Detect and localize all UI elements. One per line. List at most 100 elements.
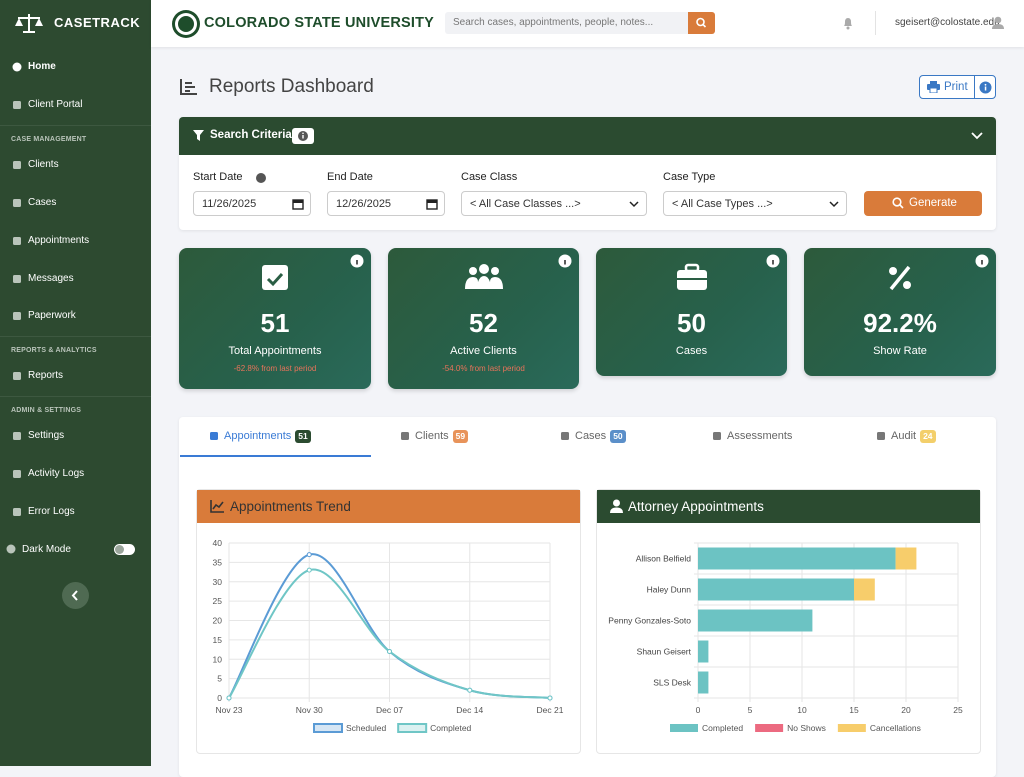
field-input[interactable]: < All Case Types ...>	[663, 191, 847, 216]
page-title: Reports Dashboard	[209, 76, 374, 97]
panel-title: Search Criteria	[210, 129, 292, 141]
icon-shape	[266, 272, 284, 287]
icon-shape	[13, 508, 21, 516]
icon-shape	[903, 281, 911, 289]
icon-shape	[561, 432, 569, 440]
icon-shape	[13, 199, 21, 207]
tab[interactable]: Assessments	[727, 430, 793, 442]
icon	[877, 432, 885, 440]
field-label: Case Class	[461, 171, 518, 183]
icon	[13, 312, 21, 320]
stat-label: Total Appointments	[228, 345, 322, 357]
stat-card: 51 Total Appointments -62.8% from last per…	[179, 248, 371, 389]
brand: CASETRACK	[54, 15, 141, 30]
chevron-icon	[629, 201, 639, 208]
search-input[interactable]: Search cases, appointments, people, note…	[445, 12, 688, 34]
chart-title: Appointments Trend	[230, 499, 351, 514]
notifications-icon[interactable]	[841, 16, 855, 30]
collapse-button[interactable]	[62, 582, 89, 609]
print-icon	[927, 81, 940, 93]
field-input[interactable]: 12/26/2025	[327, 191, 445, 216]
university-logo	[172, 10, 200, 38]
icon-shape	[13, 372, 21, 380]
nav-item[interactable]: Messages	[28, 273, 74, 284]
user-icon[interactable]	[991, 16, 1005, 30]
icon-shape	[13, 470, 21, 478]
brand-logo	[15, 14, 43, 33]
icon-shape	[6, 544, 16, 554]
nav-section-title: REPORTS & ANALYTICS	[11, 347, 97, 354]
print-button[interactable]: Print	[944, 81, 968, 93]
icon-shape	[12, 62, 22, 72]
icon-shape	[478, 264, 489, 274]
nav-section-title: ADMIN & SETTINGS	[11, 407, 82, 414]
nav-item[interactable]: Paperwork	[28, 310, 76, 321]
field-label: Start Date	[193, 171, 243, 183]
nav-divider	[0, 396, 151, 397]
field-label: End Date	[327, 171, 373, 183]
field-input[interactable]: 11/26/2025	[193, 191, 311, 216]
nav-item[interactable]: Error Logs	[28, 506, 75, 517]
icon-shape	[13, 275, 21, 283]
divider	[875, 11, 876, 35]
icon	[13, 432, 21, 440]
icon	[13, 161, 21, 169]
calendar-icon	[293, 200, 303, 203]
stat-value: 52	[469, 308, 498, 338]
stat-icon	[262, 265, 288, 290]
tab[interactable]: Audit	[891, 430, 917, 442]
active-tab-indicator	[180, 455, 371, 457]
nav-item[interactable]: Reports	[28, 370, 64, 381]
nav-item[interactable]: Clients	[28, 159, 59, 170]
icon-shape	[13, 312, 21, 320]
search-button[interactable]	[688, 12, 715, 34]
icon-shape	[468, 267, 477, 275]
calendar-icon	[427, 200, 437, 203]
stat-change: -54.0% from last period	[442, 364, 525, 373]
stat-value: 92.2%	[863, 308, 937, 338]
icon-shape	[13, 161, 21, 169]
nav-item[interactable]: Client Portal	[28, 99, 83, 110]
dark-mode-toggle[interactable]	[114, 544, 135, 555]
top-bar: COLORADO STATE UNIVERSITY Search cases, …	[151, 0, 1024, 47]
stat-change: -62.8% from last period	[233, 364, 317, 373]
stat-label: Show Rate	[873, 345, 927, 357]
nav-item[interactable]: Appointments	[28, 235, 90, 246]
icon	[13, 101, 21, 109]
icon-shape	[210, 432, 218, 440]
field-label: Case Type	[663, 171, 716, 183]
info-button[interactable]	[979, 81, 992, 94]
search-criteria-panel: Search Criteria Generate Start Date 11/26…	[179, 117, 996, 230]
generate-button[interactable]: Generate	[864, 191, 982, 216]
nav-item[interactable]: Activity Logs	[28, 468, 85, 479]
tab[interactable]: Clients	[415, 430, 449, 442]
icon	[12, 62, 22, 72]
stat-value: 51	[260, 308, 290, 338]
tab-badge: 24	[920, 430, 936, 443]
icon-shape	[13, 432, 21, 440]
user-email[interactable]: sgeisert@colostate.edu	[895, 17, 1000, 28]
tab-badge: 50	[610, 430, 626, 443]
stat-card: 50 Cases	[596, 248, 787, 376]
icon-shape	[262, 265, 288, 290]
nav-item[interactable]: Settings	[28, 430, 65, 441]
field-value: 11/26/2025	[202, 198, 257, 210]
stat-icon	[676, 263, 707, 290]
field-value: 12/26/2025	[336, 198, 392, 210]
icon-shape	[13, 101, 21, 109]
chevron-icon	[829, 201, 839, 208]
nav-item[interactable]: Home	[28, 61, 56, 72]
icon	[13, 372, 21, 380]
icon	[13, 470, 21, 478]
stat-card: 52 Active Clients -54.0% from last period	[388, 248, 579, 389]
nav-item[interactable]: Cases	[28, 197, 57, 208]
tab[interactable]: Appointments	[224, 430, 292, 442]
panel-header[interactable]: Search Criteria	[179, 117, 996, 155]
icon-shape	[464, 276, 503, 289]
tab[interactable]: Cases	[575, 430, 607, 442]
stat-label: Active Clients	[450, 345, 517, 357]
field-input[interactable]: < All Case Classes ...>	[461, 191, 647, 216]
icon	[13, 199, 21, 207]
nav-section-title: CASE MANAGEMENT	[11, 136, 87, 143]
